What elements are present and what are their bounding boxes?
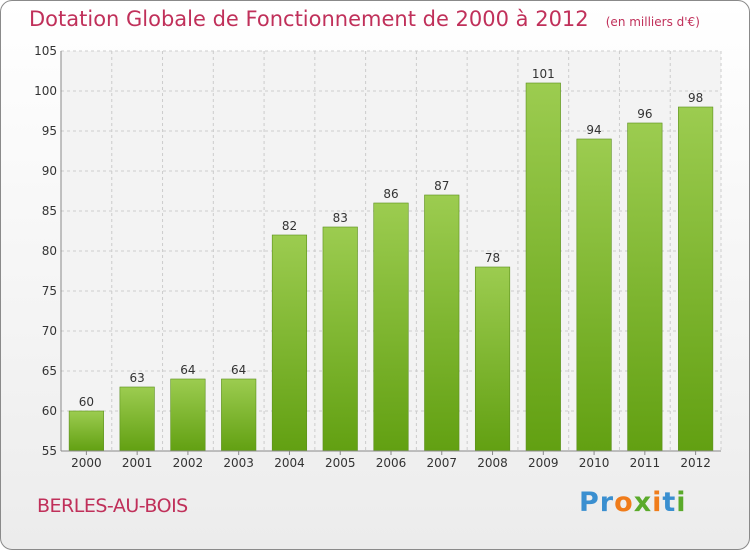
data-label: 87 <box>434 179 449 193</box>
x-tick-label: 2012 <box>680 456 711 470</box>
logo-letter: x <box>633 487 653 518</box>
x-tick-label: 2004 <box>274 456 305 470</box>
x-tick-label: 2002 <box>173 456 204 470</box>
y-tick-label: 100 <box>34 84 57 98</box>
data-label: 101 <box>532 67 555 81</box>
data-label: 63 <box>130 371 145 385</box>
logo-letter: t <box>662 487 677 518</box>
x-tick-label: 2003 <box>223 456 254 470</box>
y-tick-label: 105 <box>34 44 57 58</box>
bar <box>474 266 511 452</box>
chart-subtitle: (en milliers d'€) <box>605 15 700 29</box>
data-label: 78 <box>485 251 500 265</box>
data-label: 64 <box>180 363 195 377</box>
data-label: 98 <box>688 91 703 105</box>
bar <box>322 226 358 452</box>
bar <box>576 138 612 452</box>
y-tick-label: 80 <box>42 244 57 258</box>
logo-letter: o <box>614 487 634 518</box>
data-label: 83 <box>333 211 348 225</box>
y-tick-label: 65 <box>42 364 57 378</box>
logo-letter: i <box>676 487 687 518</box>
bar <box>271 234 308 452</box>
x-tick-label: 2010 <box>579 456 610 470</box>
y-tick-label: 60 <box>42 404 57 418</box>
proxiti-logo[interactable]: Proxiti <box>579 487 687 518</box>
commune-name: BERLES-AU-BOIS <box>37 495 188 517</box>
y-tick-label: 55 <box>42 444 57 458</box>
bar <box>170 378 206 452</box>
bar <box>678 106 714 452</box>
bar <box>221 378 257 452</box>
bar <box>627 122 663 452</box>
x-tick-label: 2011 <box>630 456 661 470</box>
y-tick-label: 85 <box>42 204 57 218</box>
bar <box>68 410 104 452</box>
bar-layer <box>68 82 714 452</box>
data-label: 96 <box>637 107 652 121</box>
logo-letter: r <box>599 487 615 518</box>
data-label: 64 <box>231 363 246 377</box>
data-label: 82 <box>282 219 297 233</box>
x-tick-label: 2008 <box>477 456 508 470</box>
y-tick-label: 90 <box>42 164 57 178</box>
x-tick-label: 2007 <box>426 456 457 470</box>
x-tick-label: 2001 <box>122 456 153 470</box>
data-label: 60 <box>79 395 94 409</box>
logo-letter: P <box>579 487 600 518</box>
y-tick-label: 70 <box>42 324 57 338</box>
bar <box>525 82 561 452</box>
x-tick-label: 2000 <box>71 456 102 470</box>
y-tick-label: 95 <box>42 124 57 138</box>
y-tick-label: 75 <box>42 284 57 298</box>
x-tick-label: 2005 <box>325 456 356 470</box>
logo-letter: i <box>652 487 663 518</box>
x-tick-label: 2006 <box>376 456 407 470</box>
chart-title: Dotation Globale de Fonctionnement de 20… <box>29 7 589 31</box>
bar <box>424 194 460 452</box>
title-row: Dotation Globale de Fonctionnement de 20… <box>29 7 700 31</box>
axis-layer: 55 60 65 70 75 80 85 90 95 100 105 60 2000 63 2001 64 20… <box>34 44 721 470</box>
bar <box>119 386 155 452</box>
x-tick-label: 2009 <box>528 456 559 470</box>
data-label: 94 <box>586 123 601 137</box>
bar <box>373 202 409 452</box>
data-label: 86 <box>383 187 398 201</box>
